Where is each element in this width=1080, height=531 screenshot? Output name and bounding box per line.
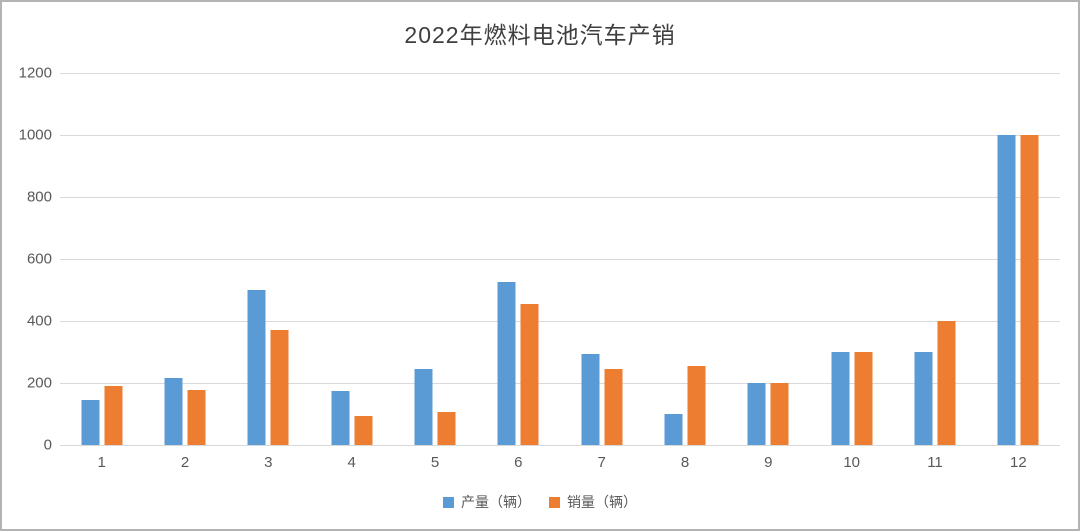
bar-sales-month-3[interactable] [270, 330, 289, 445]
y-axis-tick-label: 800 [26, 188, 52, 206]
bar-sales-month-11[interactable] [937, 321, 956, 445]
x-axis-tick-label: 3 [264, 454, 273, 471]
x-axis-tick-label: 9 [764, 454, 773, 471]
bar-group-month-4 [331, 390, 373, 445]
bar-group-month-10 [831, 352, 873, 445]
x-axis-tick-label: 11 [927, 454, 943, 471]
bar-group-month-8 [664, 365, 706, 445]
y-axis-tick-label: 200 [26, 374, 52, 392]
x-axis-tick-label: 4 [347, 454, 356, 471]
bar-group-month-1 [81, 386, 123, 445]
bar-production-month-8[interactable] [664, 414, 683, 445]
y-axis-tick-label: 0 [43, 436, 52, 454]
legend-label: 销量（辆） [567, 494, 637, 510]
bar-sales-month-8[interactable] [687, 365, 706, 445]
bar-production-month-4[interactable] [331, 390, 350, 445]
legend-swatch-icon [549, 496, 560, 508]
x-axis-tick-label: 6 [514, 454, 523, 471]
bar-production-month-10[interactable] [831, 352, 850, 445]
bar-group-month-6 [497, 282, 539, 445]
x-axis-tick-label: 10 [843, 454, 860, 471]
legend-item-sales[interactable]: 销量（辆） [549, 492, 637, 512]
bar-group-month-2 [164, 378, 206, 445]
x-axis-tick-label: 5 [430, 454, 440, 471]
bar-sales-month-6[interactable] [520, 303, 539, 445]
x-axis-tick-label: 1 [97, 454, 106, 471]
legend-label: 产量（辆） [461, 494, 531, 510]
legend-item-production[interactable]: 产量（辆） [443, 492, 531, 512]
bar-sales-month-9[interactable] [770, 383, 789, 445]
chart-legend: 产量（辆） 销量（辆） [2, 492, 1078, 512]
bar-production-month-2[interactable] [164, 378, 183, 445]
bar-production-month-3[interactable] [247, 290, 266, 445]
x-axis-tick-label: 8 [680, 454, 690, 471]
bar-production-month-12[interactable] [997, 135, 1016, 445]
bar-group-month-3 [247, 290, 289, 445]
bar-production-month-7[interactable] [581, 353, 600, 445]
y-axis-tick-label: 400 [26, 312, 52, 330]
bar-sales-month-7[interactable] [604, 369, 623, 445]
bar-sales-month-2[interactable] [187, 389, 206, 445]
gridline-y-600 [60, 259, 1060, 260]
gridline-y-1200 [60, 73, 1060, 74]
plot-area [60, 73, 1060, 446]
bar-production-month-1[interactable] [81, 400, 100, 445]
bar-production-month-6[interactable] [497, 282, 516, 445]
legend-swatch-icon [443, 496, 454, 508]
bar-production-month-5[interactable] [414, 369, 433, 445]
y-axis-tick-label: 1200 [18, 64, 52, 82]
gridline-y-1000 [60, 135, 1060, 136]
bar-production-month-11[interactable] [914, 352, 933, 445]
bar-sales-month-5[interactable] [437, 412, 456, 445]
y-axis-tick-label: 1000 [18, 126, 52, 144]
chart-title: 2022年燃料电池汽车产销 [404, 22, 676, 48]
x-axis-tick-label: 12 [1009, 454, 1027, 471]
x-axis-tick-label: 2 [180, 454, 190, 471]
bar-sales-month-10[interactable] [854, 352, 873, 445]
gridline-y-0 [60, 445, 1060, 446]
bar-group-month-11 [914, 321, 956, 445]
gridline-y-400 [60, 321, 1060, 322]
bar-sales-month-4[interactable] [354, 415, 373, 445]
gridline-y-800 [60, 197, 1060, 198]
bar-group-month-7 [581, 353, 623, 445]
gridline-y-200 [60, 383, 1060, 384]
bar-group-month-5 [414, 369, 456, 445]
bar-group-month-9 [747, 383, 789, 445]
x-axis-tick-label: 7 [597, 454, 606, 471]
bar-sales-month-12[interactable] [1020, 135, 1039, 445]
y-axis-tick-label: 600 [26, 250, 52, 268]
bar-group-month-12 [997, 135, 1039, 445]
bar-sales-month-1[interactable] [104, 386, 123, 445]
bar-production-month-9[interactable] [747, 383, 766, 445]
